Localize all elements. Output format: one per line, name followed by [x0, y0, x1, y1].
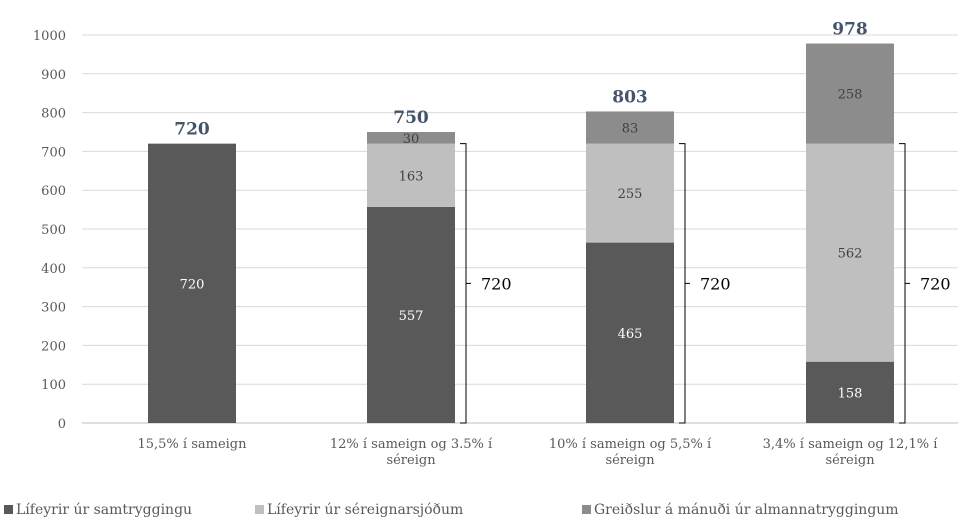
bracket — [679, 143, 690, 424]
bar-segment — [586, 242, 674, 423]
bar-value-label: 163 — [399, 169, 424, 184]
x-category-label: 3,4% í sameign og 12,1% í — [763, 437, 939, 452]
bar-segment — [367, 206, 455, 423]
bar-segment — [586, 143, 674, 243]
y-axis: 0 100 200 300 400 500 600 700 800 900 1000 — [33, 29, 66, 432]
x-category-label: 12% í sameign og 3.5% í — [330, 437, 493, 452]
bar-segment — [806, 361, 894, 423]
bar-value-label: 720 — [180, 277, 205, 292]
y-tick-label: 400 — [41, 262, 66, 277]
legend-label: Lífeyrir úr samtryggingu — [16, 502, 192, 518]
bar-total-label: 720 — [174, 120, 210, 140]
bar-segment — [367, 143, 455, 207]
x-axis: 15,5% í sameign 12% í sameign og 3.5% ísé… — [137, 437, 938, 468]
legend-label: Lífeyrir úr séreignarsjóðum — [267, 502, 463, 518]
bracket-label: 720 — [481, 274, 512, 293]
x-category-label: 10% í sameign og 5,5% í — [549, 437, 712, 452]
bracket-label: 720 — [920, 274, 951, 293]
y-tick-label: 200 — [41, 339, 66, 354]
y-tick-label: 300 — [41, 301, 66, 316]
y-tick-label: 100 — [41, 378, 66, 393]
y-tick-label: 0 — [58, 417, 66, 432]
y-tick-label: 900 — [41, 68, 66, 83]
total-labels: 720 750 803 978 — [174, 20, 868, 140]
y-tick-label: 1000 — [33, 29, 66, 44]
legend-swatch — [255, 505, 264, 514]
bar-value-label: 465 — [618, 327, 643, 342]
bar-value-label: 557 — [399, 309, 424, 324]
x-category-label: séreign — [605, 453, 655, 468]
bar-total-label: 750 — [393, 108, 429, 128]
bar-value-label: 562 — [838, 247, 863, 262]
x-category-label: séreign — [386, 453, 436, 468]
x-category-label: séreign — [825, 453, 875, 468]
legend-swatch — [4, 505, 13, 514]
bar-segment — [586, 111, 674, 144]
y-tick-label: 600 — [41, 184, 66, 199]
bar-value-label: 83 — [622, 122, 639, 137]
bars: 720 557 163 30 465 255 83 158 562 258 — [148, 43, 894, 423]
bar-segment — [367, 132, 455, 144]
legend-swatch — [582, 505, 591, 514]
bracket — [899, 143, 910, 424]
bar-total-label: 803 — [612, 87, 648, 107]
legend-label: Greiðslur á mánuði úr almannatryggingum — [594, 502, 899, 518]
bar-value-label: 258 — [838, 88, 863, 103]
bar-segment — [806, 143, 894, 362]
brackets: 720 720 720 — [460, 143, 951, 424]
legend: Lífeyrir úr samtryggingu Lífeyrir úr sére… — [4, 502, 899, 518]
bar-segment — [148, 143, 236, 423]
bar-value-label: 255 — [618, 187, 643, 202]
x-category-label: 15,5% í sameign — [137, 437, 247, 452]
y-tick-label: 500 — [41, 223, 66, 238]
bar-value-label: 158 — [838, 386, 863, 401]
y-tick-label: 800 — [41, 107, 66, 122]
bracket-label: 720 — [700, 274, 731, 293]
y-tick-label: 700 — [41, 145, 66, 160]
bracket — [460, 143, 471, 424]
bar-total-label: 978 — [832, 20, 868, 40]
bar-segment — [806, 43, 894, 144]
bar-value-label: 30 — [403, 132, 420, 147]
